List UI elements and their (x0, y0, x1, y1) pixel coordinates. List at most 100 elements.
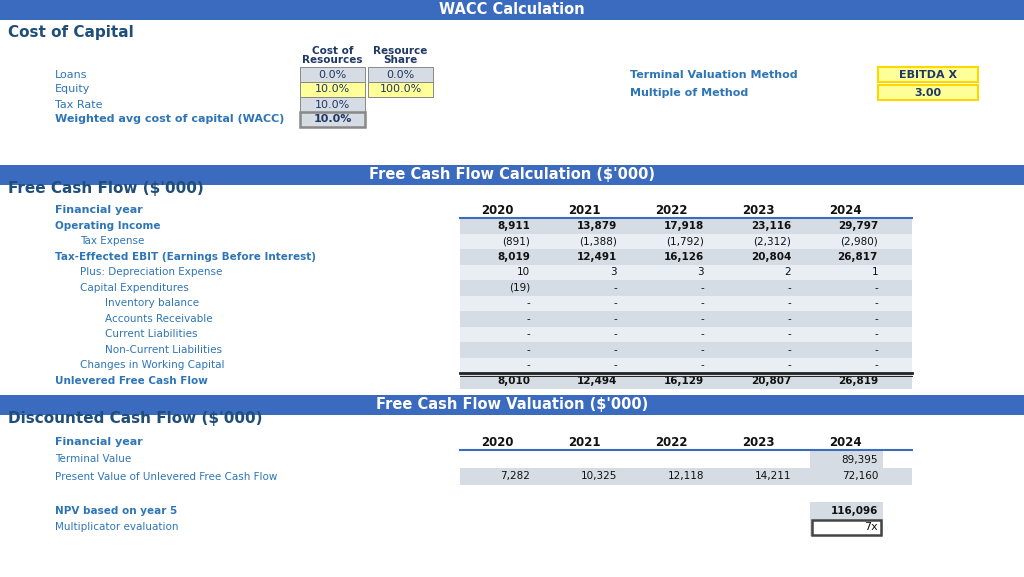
Text: -: - (526, 314, 530, 324)
Text: (891): (891) (502, 236, 530, 246)
Text: 2023: 2023 (741, 436, 774, 448)
Text: 12,118: 12,118 (668, 471, 705, 481)
Text: Multiplicator evaluation: Multiplicator evaluation (55, 523, 178, 533)
Bar (878, 85, 978, 100)
Bar (0, 165, 1024, 185)
Text: -: - (787, 360, 791, 370)
Bar (368, 67, 433, 82)
Text: 13,879: 13,879 (577, 221, 617, 231)
Text: -: - (613, 360, 617, 370)
Text: -: - (613, 298, 617, 308)
Text: -: - (613, 344, 617, 355)
Text: Multiple of Method: Multiple of Method (630, 88, 749, 98)
Bar (810, 451, 883, 468)
Bar (878, 67, 978, 82)
Text: Terminal Value: Terminal Value (55, 455, 131, 464)
Bar (460, 264, 912, 280)
Text: 7x: 7x (864, 523, 878, 533)
Bar (460, 342, 912, 358)
Text: 3.00: 3.00 (914, 88, 941, 98)
Text: -: - (526, 360, 530, 370)
Bar (812, 520, 881, 535)
Bar (460, 234, 912, 249)
Bar (460, 249, 912, 264)
Text: Free Cash Flow Valuation ($'000): Free Cash Flow Valuation ($'000) (376, 398, 648, 413)
Text: 10.0%: 10.0% (314, 84, 350, 95)
Text: 10.0%: 10.0% (314, 99, 350, 110)
Text: Resources: Resources (302, 55, 362, 65)
Text: (19): (19) (509, 283, 530, 293)
Text: Unlevered Free Cash Flow: Unlevered Free Cash Flow (55, 376, 208, 386)
Bar (300, 112, 365, 127)
Text: Terminal Valuation Method: Terminal Valuation Method (630, 69, 798, 80)
Text: Present Value of Unlevered Free Cash Flow: Present Value of Unlevered Free Cash Flo… (55, 471, 278, 481)
Text: Current Liabilities: Current Liabilities (105, 329, 198, 339)
Text: 1: 1 (871, 267, 878, 278)
Text: -: - (613, 314, 617, 324)
Text: -: - (874, 360, 878, 370)
Bar (300, 82, 365, 97)
Bar (460, 218, 912, 234)
Text: 2021: 2021 (567, 436, 600, 448)
Text: 26,819: 26,819 (838, 376, 878, 386)
Text: 10,325: 10,325 (581, 471, 617, 481)
Text: Tax Rate: Tax Rate (55, 99, 102, 110)
Text: 26,817: 26,817 (838, 252, 878, 262)
Text: -: - (700, 360, 705, 370)
Text: -: - (700, 298, 705, 308)
Bar (300, 67, 365, 82)
Text: Discounted Cash Flow ($'000): Discounted Cash Flow ($'000) (8, 410, 262, 425)
Text: Plus: Depreciation Expense: Plus: Depreciation Expense (80, 267, 222, 278)
Text: -: - (874, 314, 878, 324)
Bar (460, 327, 912, 342)
Text: EBITDA X: EBITDA X (899, 69, 957, 80)
Text: 23,116: 23,116 (751, 221, 791, 231)
Text: 2020: 2020 (480, 436, 513, 448)
Text: 20,804: 20,804 (751, 252, 791, 262)
Text: NPV based on year 5: NPV based on year 5 (55, 505, 177, 515)
Text: Tax-Effected EBIT (Earnings Before Interest): Tax-Effected EBIT (Earnings Before Inter… (55, 252, 316, 262)
Text: Accounts Receivable: Accounts Receivable (105, 314, 213, 324)
Bar (368, 82, 433, 97)
Bar (460, 280, 912, 295)
Text: Free Cash Flow ($'000): Free Cash Flow ($'000) (8, 181, 204, 196)
Text: Cost of Capital: Cost of Capital (8, 25, 134, 40)
Text: (2,980): (2,980) (841, 236, 878, 246)
Text: Financial year: Financial year (55, 437, 142, 447)
Text: 0.0%: 0.0% (318, 69, 347, 80)
Text: 8,010: 8,010 (497, 376, 530, 386)
Text: -: - (874, 283, 878, 293)
Text: 2022: 2022 (654, 436, 687, 448)
Text: 116,096: 116,096 (830, 505, 878, 515)
Text: -: - (526, 329, 530, 339)
Text: Non-Current Liabilities: Non-Current Liabilities (105, 344, 222, 355)
Text: 2021: 2021 (567, 204, 600, 216)
Text: Operating Income: Operating Income (55, 221, 161, 231)
Text: (1,388): (1,388) (580, 236, 617, 246)
Text: 2023: 2023 (741, 204, 774, 216)
Text: 2: 2 (784, 267, 791, 278)
Text: 100.0%: 100.0% (379, 84, 422, 95)
Bar (460, 358, 912, 373)
Text: -: - (874, 344, 878, 355)
Text: -: - (787, 298, 791, 308)
Text: 2022: 2022 (654, 204, 687, 216)
Text: Share: Share (383, 55, 418, 65)
Text: 7,282: 7,282 (500, 471, 530, 481)
Bar (460, 468, 912, 485)
Text: Tax Expense: Tax Expense (80, 236, 144, 246)
Text: (1,792): (1,792) (667, 236, 705, 246)
Bar (460, 373, 912, 388)
Text: 16,126: 16,126 (664, 252, 705, 262)
Bar (460, 295, 912, 311)
Text: Free Cash Flow Calculation ($'000): Free Cash Flow Calculation ($'000) (369, 167, 655, 182)
Text: 8,019: 8,019 (497, 252, 530, 262)
Text: Capital Expenditures: Capital Expenditures (80, 283, 188, 293)
Text: -: - (874, 298, 878, 308)
Text: -: - (700, 344, 705, 355)
Text: 0.0%: 0.0% (386, 69, 415, 80)
Text: 2024: 2024 (828, 436, 861, 448)
Text: 3: 3 (610, 267, 617, 278)
Text: -: - (613, 329, 617, 339)
Bar (0, 0, 1024, 20)
